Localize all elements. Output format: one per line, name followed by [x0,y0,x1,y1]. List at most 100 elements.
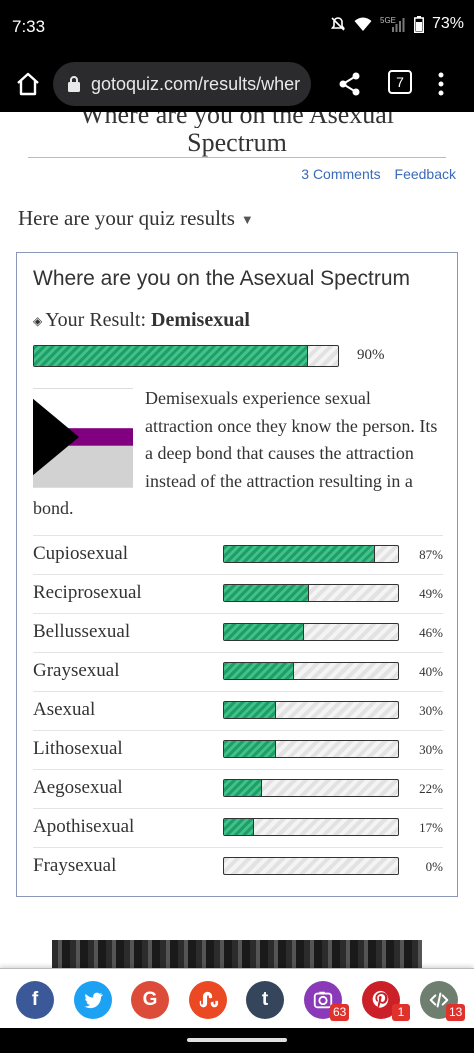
score-row: Aegosexual 22% [33,769,443,808]
score-percent: 30% [419,742,443,757]
score-name: Graysexual [33,660,120,681]
result-name: Demisexual [151,309,250,331]
share-icon[interactable] [336,70,364,98]
score-name: Aegosexual [33,777,123,798]
score-bar [223,701,399,719]
score-bar-fill [224,624,305,640]
share-bar: f G t [0,968,474,1028]
score-row: Cupiosexual 87% [33,535,443,574]
gesture-handle[interactable] [187,1038,287,1042]
score-row: Bellussexual 46% [33,613,443,652]
caret-down-icon: ▼ [240,212,254,228]
demisexual-flag-image [33,388,133,488]
score-row: Fraysexual 0% [33,847,443,886]
score-bar-fill [224,702,277,718]
score-bar-fill [224,819,254,835]
tumblr-share-button[interactable]: t [246,981,284,1019]
facebook-icon: f [31,989,39,1010]
results-heading-text: Here are your quiz results [18,206,235,230]
instagram-icon [313,991,333,1009]
stumbleupon-share-button[interactable] [189,981,227,1019]
score-name: Apothisexual [33,816,135,837]
facebook-share-button[interactable]: f [16,981,54,1019]
home-icon[interactable] [12,68,44,100]
result-description: Demisexuals experience sexual attraction… [33,388,438,518]
score-percent: 87% [419,547,443,562]
score-name: Cupiosexual [33,543,128,564]
twitter-icon [84,992,103,1009]
score-row: Graysexual 40% [33,652,443,691]
mute-icon [330,17,346,31]
score-name: Lithosexual [33,738,123,759]
tab-switcher-button[interactable]: 7 [388,70,412,94]
address-bar[interactable]: gotoquiz.com/results/wher [53,62,311,106]
page-title: Where are you on the Asexual Spectrum [28,112,446,158]
score-bar-fill [224,546,376,562]
score-bar [223,779,399,797]
code-embed-icon [429,992,449,1008]
more-menu-icon[interactable] [434,70,448,98]
score-bar [223,857,399,875]
score-bar [223,584,399,602]
status-icons: 5GE 73% [330,15,464,33]
feedback-link[interactable]: Feedback [394,166,456,182]
stumbleupon-icon [199,991,219,1008]
lock-icon [68,76,80,92]
score-percent: 49% [419,586,443,601]
result-percent: 90% [357,347,385,363]
score-percent: 46% [419,625,443,640]
score-list: Cupiosexual 87% Reciprosexual 49% Bellussexu… [33,535,443,886]
google-share-button[interactable]: G [131,981,169,1019]
result-progress-fill [34,346,308,366]
score-name: Reciprosexual [33,582,142,603]
diamond-icon: ◈ [33,313,43,328]
score-bar [223,545,399,563]
score-percent: 22% [419,781,443,796]
network-label: 5GE [380,16,396,25]
score-percent: 30% [419,703,443,718]
score-bar-fill [224,741,277,757]
pinterest-share-count: 1 [392,1004,410,1021]
your-result-label: Your Result: [45,309,147,331]
instagram-share-count: 63 [330,1004,350,1021]
embed-share-count: 13 [446,1004,466,1021]
comments-link[interactable]: 3 Comments [301,166,381,182]
signal-icon: 5GE [380,16,405,32]
status-bar: 7:33 5GE 73% [0,0,474,56]
score-row: Asexual 30% [33,691,443,730]
score-row: Lithosexual 30% [33,730,443,769]
score-bar-fill [224,663,294,679]
card-title: Where are you on the Asexual Spectrum [33,267,411,290]
wifi-icon [354,17,372,31]
browser-toolbar: gotoquiz.com/results/wher 7 [0,56,474,112]
result-description-block: Demisexuals experience sexual attraction… [33,385,443,523]
score-name: Fraysexual [33,855,117,876]
google-icon: G [142,989,158,1010]
system-nav-bar [0,1028,474,1053]
url-text: gotoquiz.com/results/wher [91,73,301,94]
score-bar [223,740,399,758]
score-bar [223,818,399,836]
score-bar [223,623,399,641]
score-percent: 40% [419,664,443,679]
page-title-line2: Spectrum [187,128,287,157]
score-name: Asexual [33,699,96,720]
your-result: ◈ Your Result: Demisexual [33,309,250,332]
score-name: Bellussexual [33,621,131,642]
score-percent: 17% [419,820,443,835]
score-bar-fill [224,585,310,601]
results-heading[interactable]: Here are your quiz results ▼ [18,206,254,231]
page-title-line1: Where are you on the Asexual [79,112,395,128]
score-percent: 0% [425,859,443,874]
score-row: Reciprosexual 49% [33,574,443,613]
score-bar [223,662,399,680]
advertisement-image[interactable] [52,940,422,970]
status-time: 7:33 [12,17,46,36]
pinterest-icon [372,990,389,1008]
score-row: Apothisexual 17% [33,808,443,847]
comment-links: 3 Comments Feedback [291,166,456,182]
battery-icon [413,15,424,33]
twitter-share-button[interactable] [74,981,112,1019]
battery-percent: 73% [431,15,464,32]
tumblr-icon: t [261,989,269,1010]
